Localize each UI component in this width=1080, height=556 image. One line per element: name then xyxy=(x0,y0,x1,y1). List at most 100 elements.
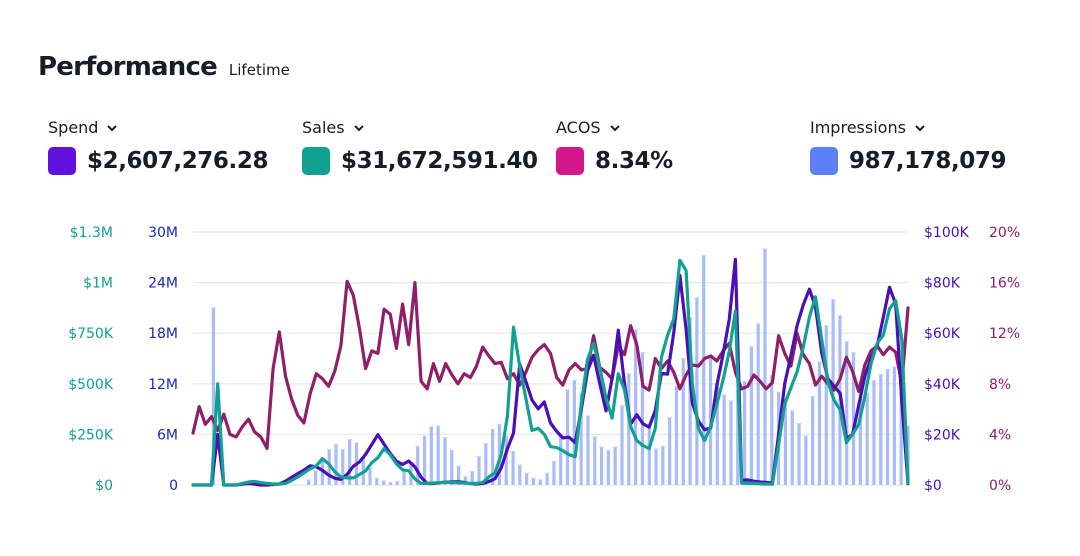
impressions-bar[interactable] xyxy=(879,374,883,485)
impressions-bar[interactable] xyxy=(688,318,692,485)
impressions-bar[interactable] xyxy=(722,394,726,485)
impressions-bar[interactable] xyxy=(763,248,767,485)
impressions-bar[interactable] xyxy=(470,471,474,485)
impressions-bar[interactable] xyxy=(320,459,324,485)
impressions-bar[interactable] xyxy=(627,373,631,485)
impressions-bar[interactable] xyxy=(899,361,903,485)
impressions-bar[interactable] xyxy=(559,436,563,485)
impressions-bar[interactable] xyxy=(817,361,822,485)
impressions-bar[interactable] xyxy=(695,297,699,485)
impressions-bar[interactable] xyxy=(674,386,679,485)
impressions-bar[interactable] xyxy=(327,449,331,485)
metric-selector-sales[interactable]: Sales xyxy=(302,118,538,137)
impressions-bar[interactable] xyxy=(736,390,740,485)
impressions-bar[interactable] xyxy=(395,481,399,485)
impressions-bar[interactable] xyxy=(661,446,665,485)
impressions-bar[interactable] xyxy=(388,482,393,485)
impressions-bar[interactable] xyxy=(681,358,685,486)
impressions-bar[interactable] xyxy=(783,399,788,485)
impressions-bar[interactable] xyxy=(579,393,583,485)
impressions-bar[interactable] xyxy=(341,449,345,485)
impressions-bar[interactable] xyxy=(790,410,794,485)
legend-swatch-sales[interactable] xyxy=(302,147,330,175)
impressions-bar[interactable] xyxy=(443,437,447,485)
impressions-bar[interactable] xyxy=(307,479,311,485)
impressions-bar[interactable] xyxy=(463,476,467,485)
impressions-bar[interactable] xyxy=(436,425,440,485)
impressions-bar[interactable] xyxy=(484,443,488,485)
performance-chart[interactable]: $0 $250K $500K $750K $1M $1.3M 0 6M 12M 18M 24M 30M… xyxy=(0,215,1080,505)
impressions-bar[interactable] xyxy=(491,429,495,485)
impressions-bar[interactable] xyxy=(313,470,318,485)
impressions-bar[interactable] xyxy=(702,255,706,485)
impressions-bar[interactable] xyxy=(858,382,862,485)
impressions-bar[interactable] xyxy=(872,380,876,485)
impressions-bar[interactable] xyxy=(456,466,461,485)
legend-swatch-acos[interactable] xyxy=(556,147,584,175)
impressions-bar[interactable] xyxy=(572,380,576,485)
impressions-bar[interactable] xyxy=(811,396,815,485)
impressions-bar[interactable] xyxy=(422,436,427,485)
sales-axis-tick: $0 xyxy=(95,478,113,494)
impressions-bar[interactable] xyxy=(845,341,849,485)
spend-line[interactable] xyxy=(191,257,910,487)
impressions-bar[interactable] xyxy=(586,415,590,485)
impressions-bar[interactable] xyxy=(211,307,216,485)
impressions-bar[interactable] xyxy=(824,325,828,485)
impressions-bar[interactable] xyxy=(770,375,774,485)
impressions-bar[interactable] xyxy=(742,381,747,485)
legend-swatch-spend[interactable] xyxy=(48,147,76,175)
impressions-axis-tick: 24M xyxy=(148,276,178,292)
impressions-bar[interactable] xyxy=(382,480,386,485)
impressions-bar[interactable] xyxy=(756,323,760,485)
impressions-bar[interactable] xyxy=(804,436,808,485)
impressions-bar[interactable] xyxy=(348,439,352,485)
impressions-bar[interactable] xyxy=(477,456,481,485)
metric-selector-acos[interactable]: ACOS xyxy=(556,118,673,137)
impressions-bar[interactable] xyxy=(545,473,549,485)
impressions-bar[interactable] xyxy=(375,478,379,485)
impressions-bar[interactable] xyxy=(831,299,835,485)
impressions-bars xyxy=(210,248,911,486)
impressions-bar[interactable] xyxy=(715,383,719,485)
impressions-bar[interactable] xyxy=(851,352,856,485)
impressions-bar[interactable] xyxy=(525,473,529,485)
impressions-bar[interactable] xyxy=(518,464,522,485)
impressions-bar[interactable] xyxy=(497,424,502,485)
impressions-bar[interactable] xyxy=(450,450,454,485)
impressions-bar[interactable] xyxy=(416,446,420,485)
legend-swatch-impressions[interactable] xyxy=(810,147,838,175)
impressions-bar[interactable] xyxy=(606,450,610,485)
impressions-bar[interactable] xyxy=(634,329,638,485)
impressions-bar[interactable] xyxy=(885,369,890,485)
metric-value: 8.34% xyxy=(595,148,673,174)
impressions-bar[interactable] xyxy=(865,393,869,485)
impressions-bar[interactable] xyxy=(647,425,651,485)
impressions-bar[interactable] xyxy=(368,468,372,485)
impressions-bar[interactable] xyxy=(729,400,733,485)
impressions-bar[interactable] xyxy=(620,405,624,485)
impressions-bar[interactable] xyxy=(511,451,515,485)
impressions-bar[interactable] xyxy=(593,436,597,485)
impressions-bar[interactable] xyxy=(504,436,508,485)
impressions-bar[interactable] xyxy=(749,346,753,485)
impressions-bar[interactable] xyxy=(892,366,896,485)
impressions-bar[interactable] xyxy=(797,423,801,485)
metric-selector-spend[interactable]: Spend xyxy=(48,118,268,137)
impressions-bar[interactable] xyxy=(531,478,536,485)
metric-selector-impressions[interactable]: Impressions xyxy=(810,118,1006,137)
impressions-bar[interactable] xyxy=(538,479,542,485)
impressions-bar[interactable] xyxy=(402,471,406,485)
impressions-bar[interactable] xyxy=(668,417,672,485)
impressions-bar[interactable] xyxy=(599,447,604,485)
impressions-bar[interactable] xyxy=(613,447,617,485)
chevron-down-icon xyxy=(609,124,620,131)
impressions-bar[interactable] xyxy=(640,352,645,485)
impressions-bar[interactable] xyxy=(654,448,658,485)
impressions-bar[interactable] xyxy=(552,461,556,485)
sales-line[interactable] xyxy=(191,258,910,487)
metric-label: ACOS xyxy=(556,118,601,137)
impressions-bar[interactable] xyxy=(334,444,338,485)
sales-axis-tick: $1.3M xyxy=(70,225,113,241)
impressions-bar[interactable] xyxy=(429,426,433,485)
